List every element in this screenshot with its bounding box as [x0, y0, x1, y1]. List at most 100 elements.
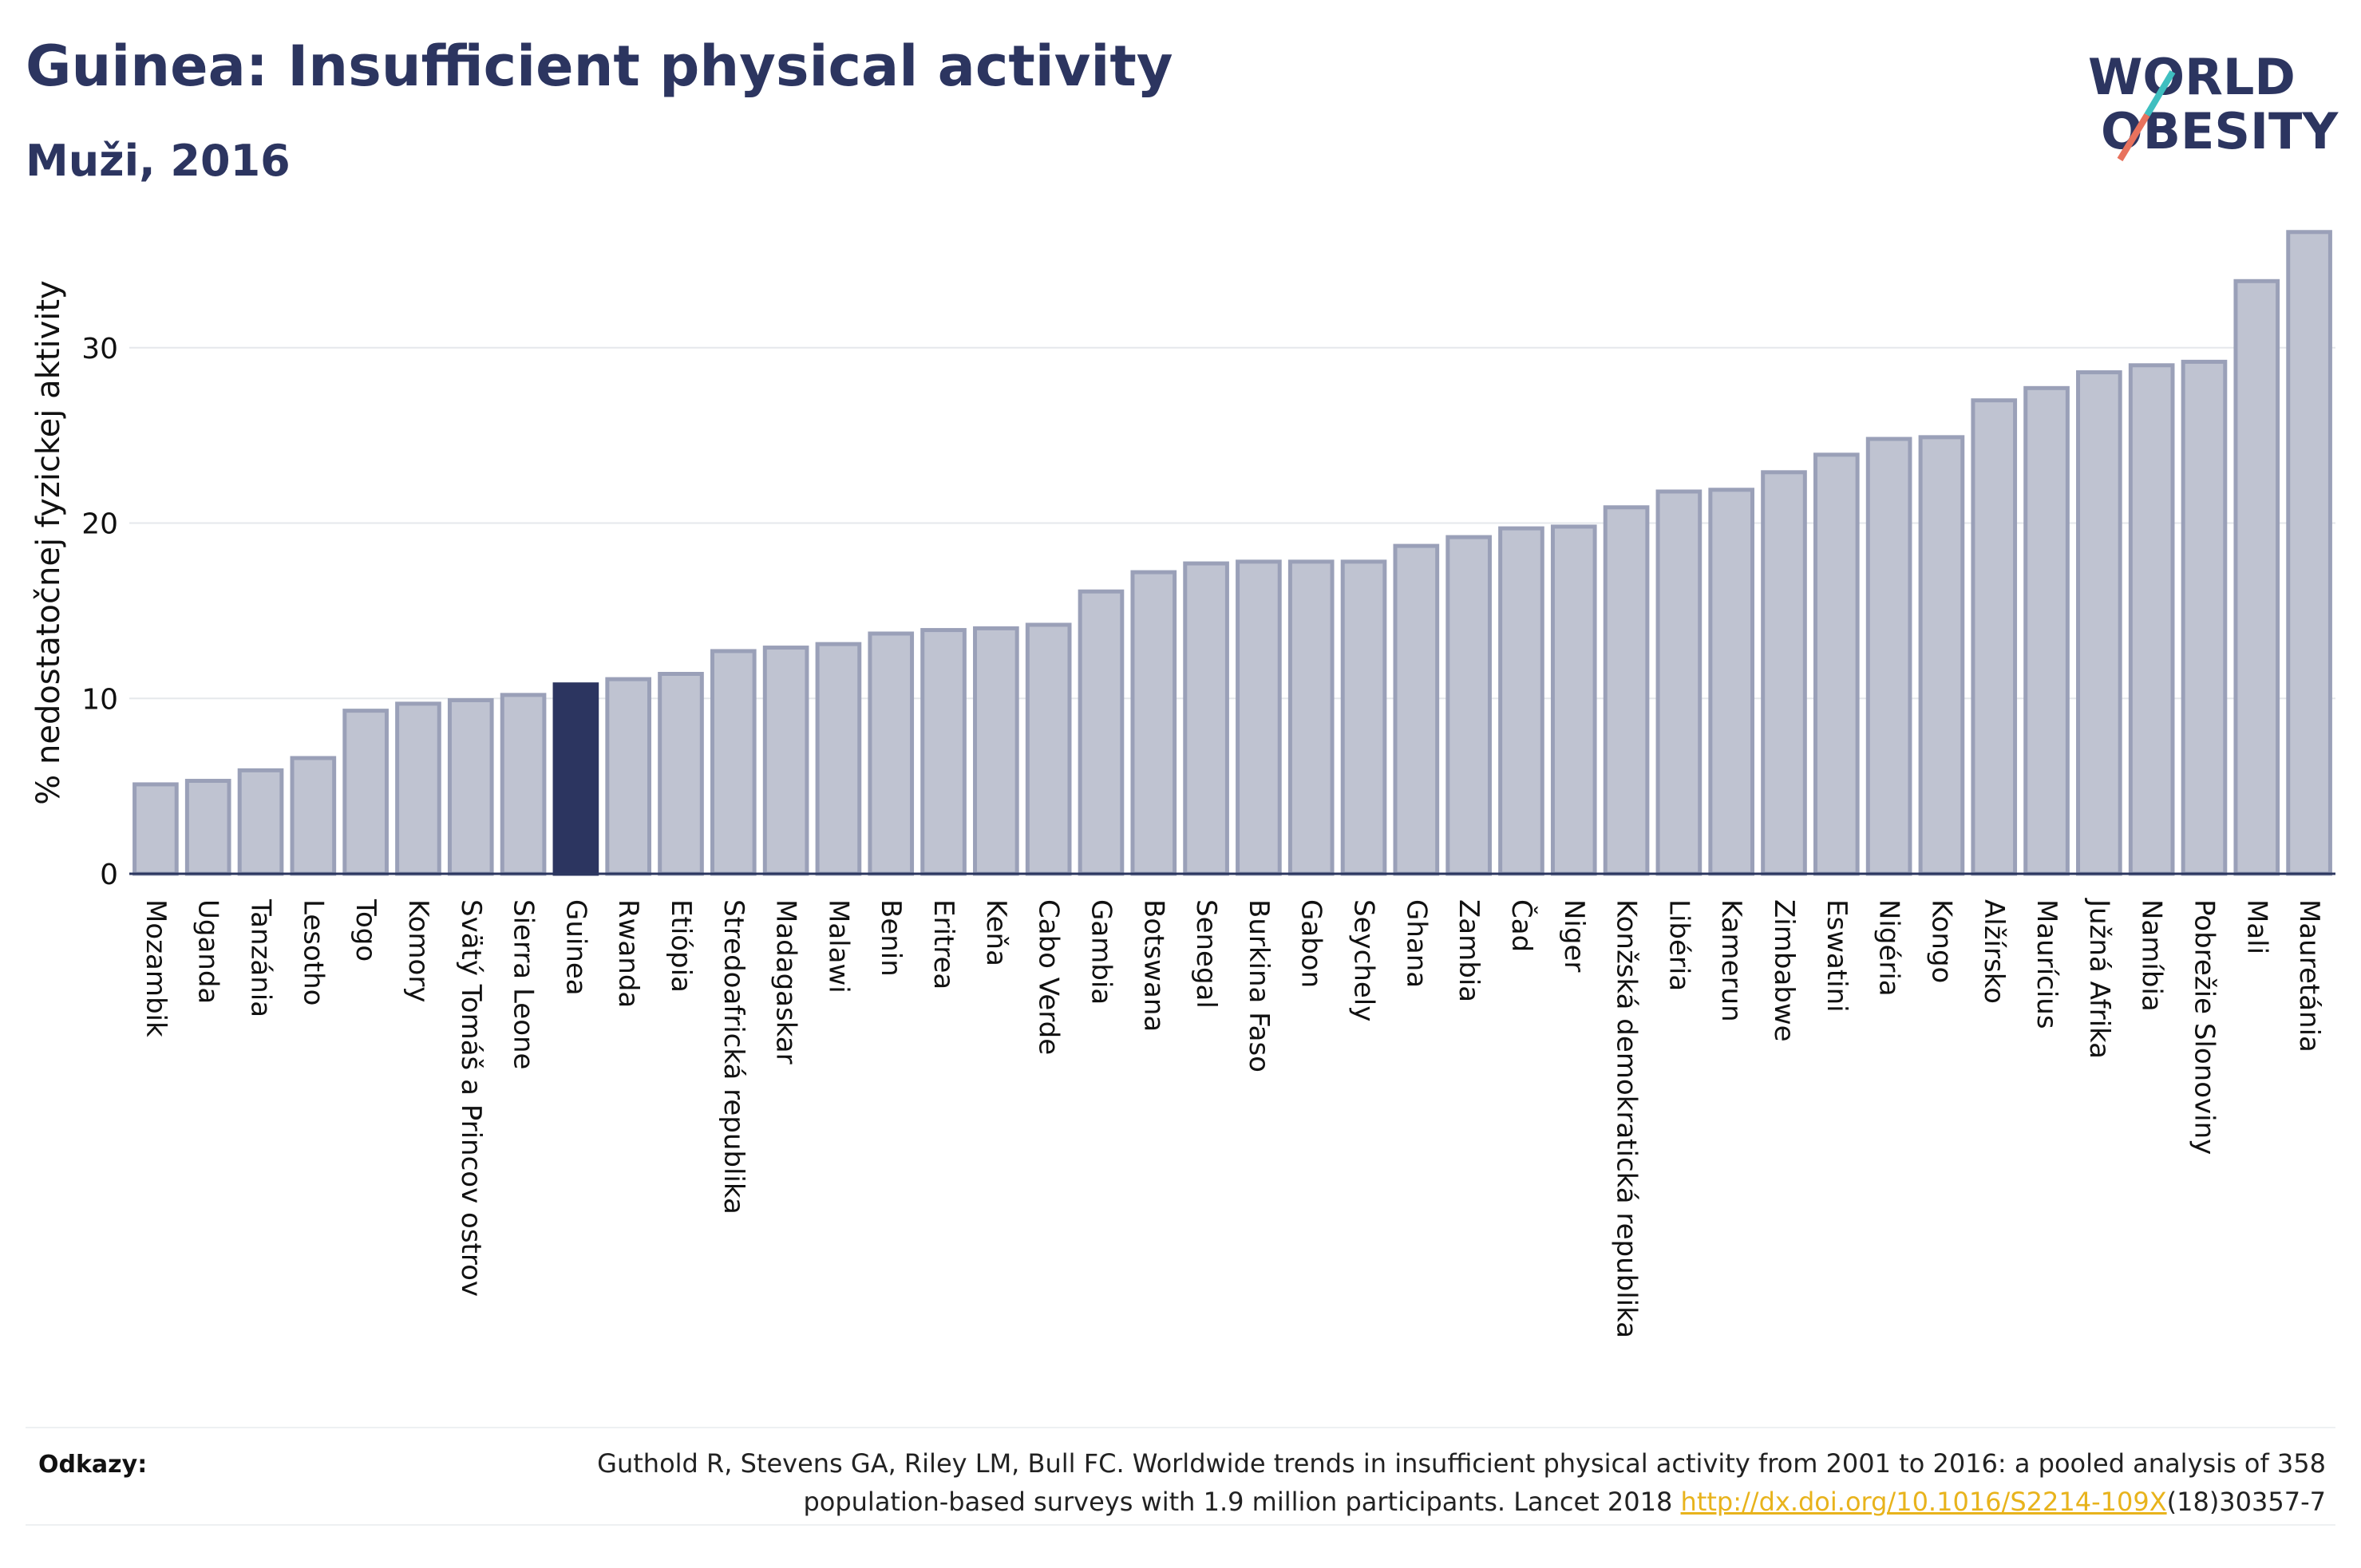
bar[interactable] — [447, 697, 494, 876]
x-tick-label: Mozambik — [140, 899, 172, 1037]
x-tick-label: Južná Afrika — [2083, 898, 2115, 1059]
bar[interactable] — [868, 631, 915, 876]
bar[interactable] — [2286, 230, 2332, 876]
x-tick-label: Eswatini — [1821, 899, 1853, 1013]
x-tick-label: Eritrea — [927, 899, 959, 989]
x-tick-label: Gabon — [1295, 899, 1327, 988]
y-tick-labels: 0 10 20 30 — [81, 333, 118, 891]
bar[interactable] — [1603, 505, 1650, 876]
logo-line1: WORLD — [2088, 48, 2296, 106]
x-tick-label: Ghana — [1400, 899, 1432, 988]
x-tick-label: Botswana — [1137, 899, 1169, 1032]
x-tick-label: Čad — [1505, 899, 1538, 952]
x-tick-label: Malawi — [822, 899, 854, 993]
x-tick-label: Mauretánia — [2293, 899, 2325, 1053]
bar[interactable] — [710, 649, 757, 876]
bar[interactable] — [1287, 559, 1335, 876]
bar[interactable] — [500, 693, 547, 876]
x-tick-label: Cabo Verde — [1033, 899, 1065, 1055]
bar[interactable] — [290, 756, 337, 876]
footer-divider-bottom — [26, 1524, 2335, 1526]
bar[interactable] — [2023, 385, 2070, 876]
world-obesity-logo: WORLD OBESITY — [2088, 48, 2339, 162]
bar[interactable] — [342, 709, 389, 876]
bar[interactable] — [1393, 543, 1440, 876]
references-line2-prefix: population-based surveys with 1.9 millio… — [803, 1487, 1681, 1517]
bar[interactable] — [237, 768, 284, 876]
logo-slash — [2117, 113, 2150, 162]
x-tick-label: Kamerun — [1715, 899, 1747, 1022]
x-tick-label: Pobrežie Slonoviny — [2188, 899, 2220, 1155]
x-tick-label: Seychely — [1348, 899, 1380, 1021]
references-doi-link[interactable]: http://dx.doi.org/10.1016/S2214-109X — [1680, 1487, 2167, 1517]
bar[interactable] — [1655, 489, 1703, 876]
x-tick-label: Togo — [350, 899, 382, 962]
references-line1: Guthold R, Stevens GA, Riley LM, Bull FC… — [597, 1448, 2326, 1479]
bar[interactable] — [1761, 470, 1807, 876]
y-tick-label: 0 — [100, 859, 118, 891]
x-tick-label: Benin — [875, 899, 907, 977]
bar[interactable] — [605, 677, 652, 876]
bar[interactable] — [658, 672, 704, 876]
chart-title: Guinea: Insufficient physical activity — [26, 34, 1173, 99]
x-tick-label: Rwanda — [612, 899, 644, 1008]
x-tick-label: Konžská demokratická republika — [1611, 899, 1643, 1338]
bar[interactable] — [1025, 622, 1072, 876]
x-tick-label: Kongo — [1925, 899, 1957, 983]
bar[interactable] — [1865, 436, 1912, 876]
bar-highlighted[interactable] — [552, 682, 599, 876]
references-label: Odkazy: — [38, 1451, 148, 1479]
x-tick-labels: Mozambik Uganda Tanzánia Lesotho Togo Komory S… — [140, 898, 2325, 1338]
x-tick-label: Uganda — [192, 899, 224, 1004]
bar[interactable] — [2181, 359, 2228, 876]
x-tick-label: Namíbia — [2136, 899, 2168, 1012]
bar[interactable] — [1340, 559, 1387, 876]
gridlines — [129, 346, 2335, 700]
bar[interactable] — [815, 642, 862, 876]
references-line2-suffix: (18)30357-7 — [2166, 1487, 2326, 1517]
bar[interactable] — [184, 779, 231, 876]
bar[interactable] — [1550, 524, 1597, 876]
bar[interactable] — [973, 626, 1019, 876]
bar-chart: 0 10 20 30 Mozambik Uganda Tanzánia Lesotho Tog… — [30, 230, 2335, 1338]
bar[interactable] — [920, 628, 967, 876]
bar[interactable] — [1236, 559, 1282, 876]
bar[interactable] — [395, 701, 441, 876]
bar[interactable] — [1183, 561, 1229, 876]
bar[interactable] — [1708, 488, 1755, 876]
bar[interactable] — [1498, 526, 1544, 876]
x-tick-label: Nigéria — [1873, 899, 1905, 997]
bar[interactable] — [1813, 452, 1860, 876]
bar[interactable] — [1130, 570, 1177, 876]
x-tick-label: Alžírsko — [1978, 899, 2010, 1004]
bar[interactable] — [132, 782, 179, 876]
x-tick-label: Zambia — [1453, 899, 1485, 1002]
x-tick-label: Sierra Leone — [508, 899, 540, 1069]
bar[interactable] — [1078, 589, 1125, 876]
y-axis-label: % nedostatočnej fyzickej aktivity — [30, 280, 67, 804]
x-tick-label: Tanzánia — [245, 899, 277, 1017]
x-tick-label: Burkina Faso — [1243, 899, 1275, 1072]
bar[interactable] — [2233, 278, 2280, 876]
logo-slash-accent — [2144, 69, 2176, 117]
bar[interactable] — [762, 646, 809, 876]
bar[interactable] — [2076, 370, 2122, 876]
y-tick-label: 30 — [81, 333, 118, 365]
bar[interactable] — [1971, 398, 2018, 876]
x-tick-label: Mali — [2240, 899, 2272, 954]
bar[interactable] — [1918, 435, 1965, 876]
x-tick-label: Zimbabwe — [1768, 899, 1800, 1042]
x-tick-label: Svätý Tomáš a Princov ostrov — [455, 899, 487, 1297]
x-tick-label: Niger — [1558, 899, 1590, 972]
x-tick-label: Lesotho — [297, 899, 329, 1005]
x-tick-label: Senegal — [1190, 899, 1222, 1009]
x-tick-label: Libéria — [1663, 899, 1695, 991]
x-tick-label: Etiópia — [665, 899, 697, 993]
x-tick-label: Madagaskar — [770, 899, 802, 1064]
x-tick-label: Komory — [402, 899, 434, 1002]
bar[interactable] — [1445, 535, 1492, 876]
y-tick-label: 10 — [81, 683, 118, 716]
x-tick-label: Keňa — [980, 899, 1012, 966]
bar[interactable] — [2128, 363, 2175, 876]
bars — [132, 230, 2332, 876]
